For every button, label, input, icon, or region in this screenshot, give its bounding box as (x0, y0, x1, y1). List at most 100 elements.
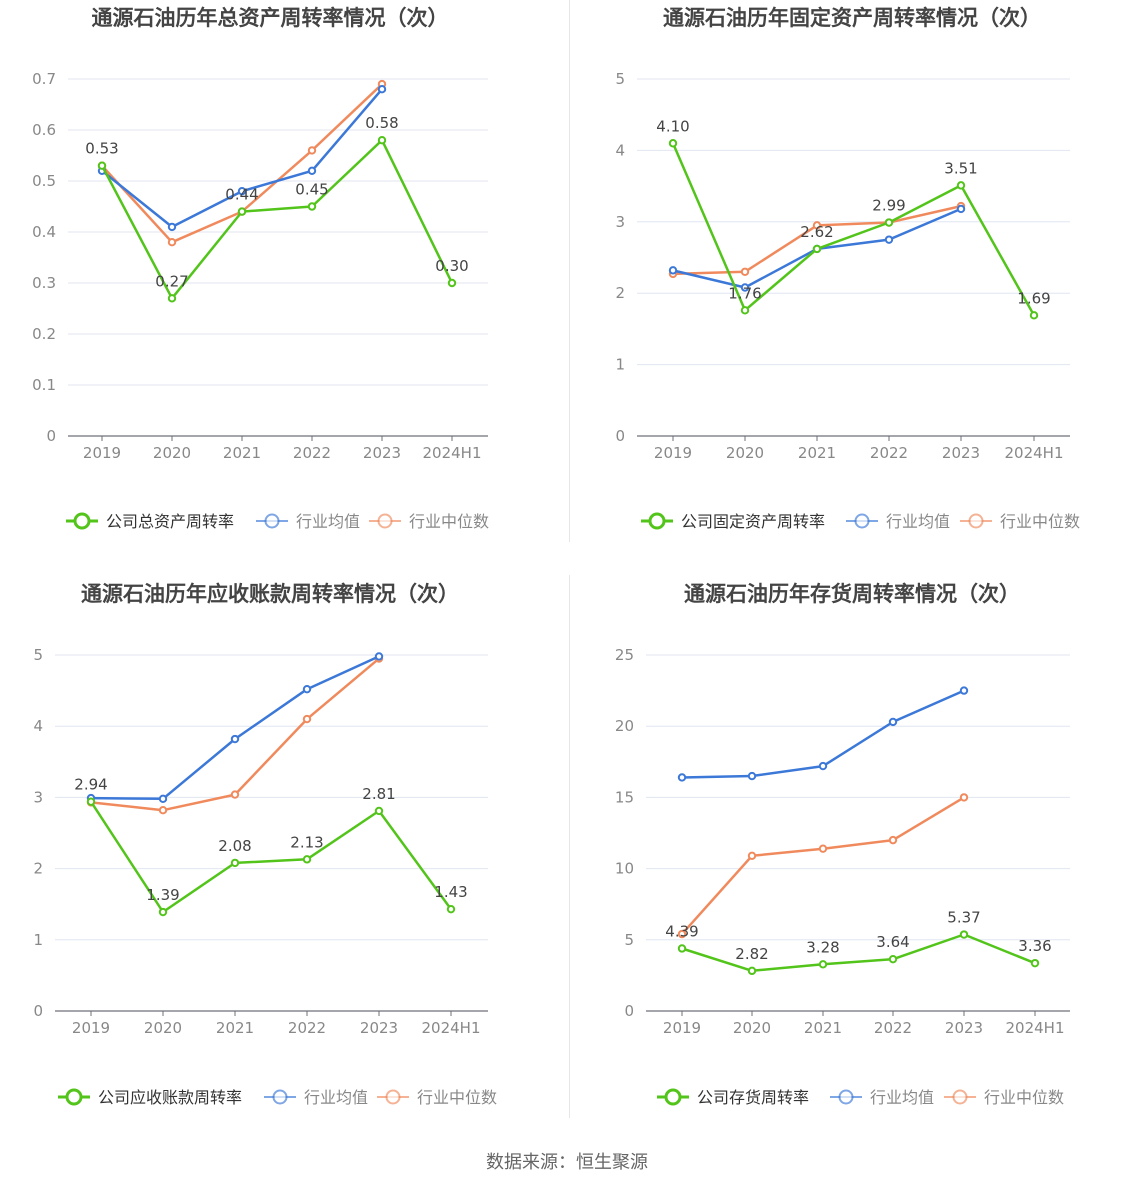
data-point-company (1029, 311, 1039, 320)
chart-title: 通源石油历年固定资产周转率情况（次） (663, 6, 1041, 30)
x-tick-label: 2024H1 (1005, 444, 1064, 462)
x-tick-label: 2020 (726, 444, 764, 462)
legend-item-industry_avg[interactable]: 行业均值 (846, 512, 950, 531)
y-tick-label: 1 (615, 356, 625, 374)
x-tick-label: 2021 (216, 1019, 254, 1037)
data-label: 3.64 (876, 933, 909, 951)
data-label: 1.43 (434, 883, 467, 901)
data-point-industry_median (302, 714, 312, 724)
data-point-industry_avg (230, 734, 240, 744)
data-label: 2.62 (800, 223, 833, 241)
legend-circle-icon (65, 1088, 83, 1106)
series-line-company (681, 933, 1036, 973)
data-point-industry_median (230, 790, 240, 799)
legend-item-industry_avg[interactable]: 行业均值 (830, 1088, 934, 1107)
x-tick-label: 2024H1 (423, 444, 482, 462)
data-label: 2.08 (218, 837, 251, 855)
data-point-industry_avg (677, 773, 687, 782)
data-point-industry_median (959, 793, 969, 802)
data-point-company (377, 136, 387, 145)
chart-panel-3: 通源石油历年应收账款周转率情况（次） 0 1 2 3 4 5 2019 2020 2021 2022… (33, 582, 497, 1107)
chart-title: 通源石油历年应收账款周转率情况（次） (81, 582, 459, 606)
y-tick-label: 5 (615, 70, 625, 88)
data-label: 0.53 (85, 140, 118, 158)
legend-item-company[interactable]: 公司存货周转率 (657, 1088, 809, 1107)
data-source-line: 数据来源：恒生聚源 (0, 1148, 1134, 1174)
y-tick-label: 25 (615, 646, 634, 664)
y-tick-label: 0.5 (32, 172, 56, 190)
x-tick-label: 2021 (798, 444, 836, 462)
chart-panel-1: 通源石油历年总资产周转率情况（次） 0 0.1 0.2 0.3 0.4 0.5 0.6 0.7 2… (32, 6, 489, 531)
data-point-industry_avg (888, 717, 898, 727)
legend-item-industry_median[interactable]: 行业中位数 (944, 1088, 1064, 1107)
y-tick-label: 4 (615, 141, 625, 159)
data-point-industry_median (812, 221, 822, 230)
y-tick-label: 0.4 (32, 223, 56, 241)
legend-circle-icon (377, 513, 393, 529)
legend-circle-icon (73, 512, 91, 530)
data-source-label: 数据来源： (486, 1152, 576, 1173)
data-label: 0.58 (365, 114, 398, 132)
data-label: 0.45 (295, 181, 328, 199)
legend-label: 行业中位数 (417, 1088, 497, 1107)
legend-label: 行业均值 (296, 512, 360, 531)
legend-item-company[interactable]: 公司总资产周转率 (66, 512, 234, 531)
data-point-industry_median (307, 146, 317, 155)
data-point-industry_median (818, 844, 828, 853)
data-label: 3.36 (1018, 937, 1051, 955)
y-tick-label: 0.2 (32, 325, 56, 343)
legend-circle-icon (648, 512, 666, 530)
data-point-company (307, 202, 317, 211)
data-point-company (747, 966, 757, 976)
charts-canvas: 通源石油历年总资产周转率情况（次） 0 0.1 0.2 0.3 0.4 0.5 0.6 0.7 2… (32, 6, 1080, 1107)
data-point-industry_avg (158, 794, 168, 804)
series-line-industry_avg (90, 655, 380, 801)
x-tick-label: 2023 (360, 1019, 398, 1037)
data-point-company (1030, 958, 1040, 968)
legend-item-industry_median[interactable]: 行业中位数 (377, 1088, 497, 1107)
data-point-company (237, 207, 247, 216)
chart-panel-4: 通源石油历年存货周转率情况（次） 0 5 10 15 20 25 2019 2020 2021 20… (615, 582, 1070, 1107)
data-point-industry_avg (956, 204, 966, 214)
y-tick-label: 0.1 (32, 376, 56, 394)
data-point-company (740, 306, 750, 315)
data-point-company (447, 278, 457, 288)
data-point-company (888, 954, 898, 964)
x-tick-label: 2019 (654, 444, 692, 462)
data-label: 0.27 (155, 272, 188, 290)
data-point-company (446, 904, 456, 914)
data-point-company (167, 294, 177, 303)
legend-label: 行业中位数 (409, 512, 489, 531)
legend-label: 公司存货周转率 (697, 1088, 809, 1107)
legend-item-industry_avg[interactable]: 行业均值 (256, 512, 360, 531)
data-point-company (884, 218, 894, 227)
legend-label: 公司应收账款周转率 (98, 1088, 242, 1107)
legend-item-industry_avg[interactable]: 行业均值 (264, 1088, 368, 1107)
legend-circle-icon (385, 1089, 401, 1105)
legend-circle-icon (664, 1088, 682, 1106)
legend-item-industry_median[interactable]: 行业中位数 (960, 512, 1080, 531)
x-tick-label: 2024H1 (1006, 1019, 1065, 1037)
data-point-company (818, 960, 828, 969)
data-point-company (97, 161, 107, 170)
data-label: 1.76 (728, 284, 761, 302)
legend-item-company[interactable]: 公司固定资产周转率 (641, 512, 825, 531)
data-label: 1.39 (146, 886, 179, 904)
panel-divider-top (569, 0, 570, 542)
y-tick-label: 15 (615, 788, 634, 806)
y-tick-label: 0.3 (32, 274, 56, 292)
data-label: 2.82 (735, 945, 768, 963)
legend-label: 行业均值 (870, 1088, 934, 1107)
y-tick-label: 20 (615, 717, 634, 735)
series-line-industry_median (90, 657, 380, 812)
legend-item-industry_median[interactable]: 行业中位数 (369, 512, 489, 531)
legend-label: 公司固定资产周转率 (681, 512, 825, 531)
data-label: 5.37 (947, 909, 980, 927)
series-line-company (89, 801, 453, 914)
data-label: 0.30 (435, 257, 468, 275)
legend-item-company[interactable]: 公司应收账款周转率 (58, 1088, 242, 1107)
x-tick-label: 2021 (223, 444, 261, 462)
data-source-name: 恒生聚源 (576, 1152, 648, 1173)
x-tick-label: 2020 (153, 444, 191, 462)
data-label: 2.94 (74, 776, 107, 794)
